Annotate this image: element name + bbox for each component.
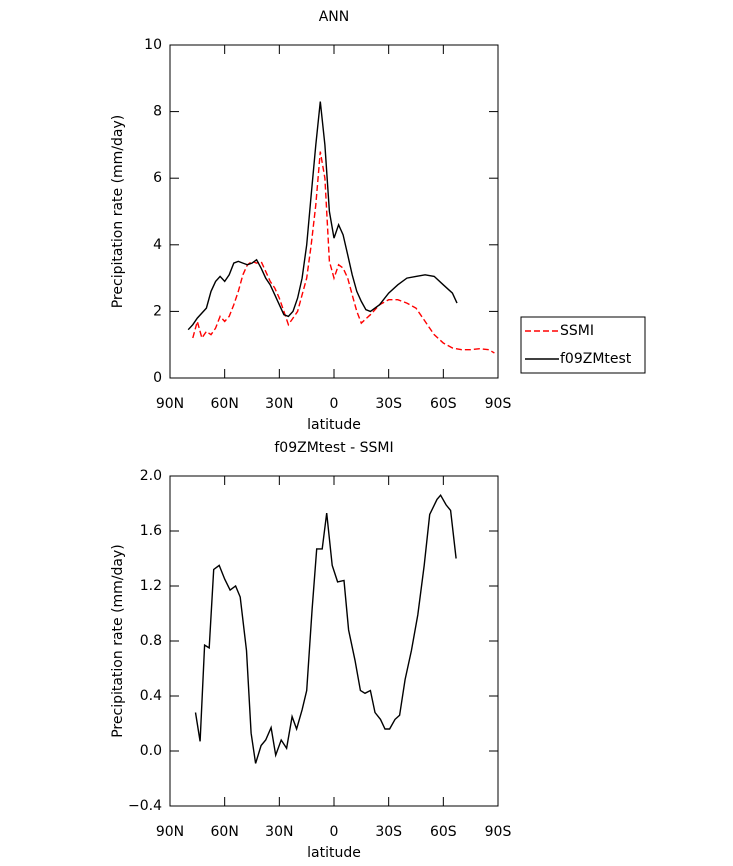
x-tick-label: 30S (375, 396, 402, 412)
plot-frame (169, 44, 499, 379)
data-line (194, 493, 457, 764)
y-axis-label: Precipitation rate (mm/day) (110, 544, 126, 738)
x-tick-label: 60S (430, 824, 457, 840)
y-tick-label: 8 (153, 104, 162, 120)
y-tick-label: 2 (153, 303, 162, 319)
x-tick-label: 90N (156, 396, 184, 412)
y-tick-label: 6 (153, 170, 162, 186)
chart-title: f09ZMtest - SSMI (274, 440, 393, 456)
y-tick-label: 10 (144, 37, 162, 53)
y-tick-label: 2.0 (140, 468, 162, 484)
x-tick-label: 90S (485, 824, 512, 840)
y-tick-label: 0 (153, 370, 162, 386)
x-tick-label: 60N (211, 824, 239, 840)
y-tick-label: 4 (153, 237, 162, 253)
x-tick-label: 90S (485, 396, 512, 412)
plot-frame (169, 475, 499, 807)
x-tick-label: 0 (330, 396, 339, 412)
x-tick-label: 30S (375, 824, 402, 840)
x-tick-label: 0 (330, 824, 339, 840)
data-line (187, 101, 458, 331)
legend-box (520, 316, 646, 374)
y-tick-label: 0.4 (140, 688, 162, 704)
data-line (192, 151, 495, 354)
legend-label: SSMI (560, 323, 594, 339)
x-tick-label: 30N (265, 396, 293, 412)
y-axis-label: Precipitation rate (mm/day) (110, 115, 126, 309)
x-axis-label: latitude (307, 417, 361, 433)
legend-label: f09ZMtest (560, 351, 632, 367)
y-tick-label: 1.2 (140, 578, 162, 594)
y-tick-label: 0.8 (140, 633, 162, 649)
y-tick-label: 1.6 (140, 523, 162, 539)
chart-title: ANN (319, 9, 350, 25)
y-tick-label: −0.4 (128, 798, 162, 814)
legend: SSMI f09ZMtest (520, 316, 646, 374)
x-axis-label: latitude (307, 845, 361, 861)
x-tick-label: 60S (430, 396, 457, 412)
y-tick-label: 0.0 (140, 743, 162, 759)
x-tick-label: 60N (211, 396, 239, 412)
x-tick-label: 90N (156, 824, 184, 840)
x-tick-label: 30N (265, 824, 293, 840)
